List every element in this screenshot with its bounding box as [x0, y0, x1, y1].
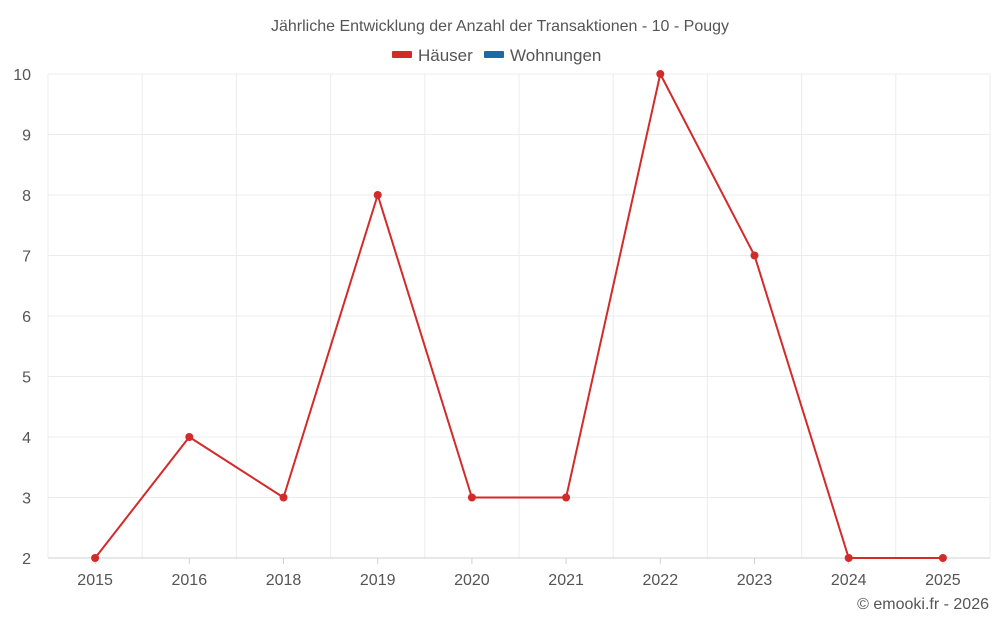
x-tick-label: 2024: [831, 572, 867, 589]
legend-item-haeuser[interactable]: Häuser: [392, 46, 473, 65]
credit-text: © emooki.fr - 2026: [857, 596, 989, 613]
data-point[interactable]: [844, 554, 853, 562]
series-haeuser: [91, 70, 947, 562]
x-axis: 2015 2016 2018 2019 2020 2021 2022 2023 2024 2025: [48, 557, 990, 589]
data-point[interactable]: [185, 433, 194, 441]
y-tick-label: 8: [22, 188, 31, 205]
x-tick-label: 2019: [360, 572, 396, 589]
legend-item-wohnungen[interactable]: Wohnungen: [484, 46, 601, 65]
series-line: [94, 73, 943, 559]
y-tick-label: 2: [22, 551, 31, 568]
x-tick-label: 2025: [925, 572, 961, 589]
data-point[interactable]: [91, 554, 100, 562]
y-tick-label: 7: [22, 249, 31, 266]
data-point[interactable]: [373, 191, 382, 199]
data-point[interactable]: [656, 70, 665, 78]
data-point[interactable]: [938, 554, 947, 562]
x-tick-label: 2015: [77, 572, 113, 589]
x-tick-label: 2022: [643, 572, 679, 589]
grid: [47, 73, 991, 559]
data-point[interactable]: [467, 493, 476, 502]
y-tick-label: 5: [22, 370, 31, 387]
y-tick-label: 10: [13, 67, 31, 84]
legend-label-wohnungen: Wohnungen: [510, 46, 601, 65]
x-tick-label: 2018: [266, 572, 302, 589]
data-point[interactable]: [279, 493, 288, 502]
legend-label-haeuser: Häuser: [418, 46, 473, 65]
y-tick-label: 6: [22, 309, 31, 326]
legend: Häuser Wohnungen: [392, 46, 601, 65]
y-tick-label: 9: [22, 128, 31, 145]
x-tick-label: 2020: [454, 572, 490, 589]
chart-title: Jährliche Entwicklung der Anzahl der Tra…: [271, 18, 729, 35]
y-tick-label: 4: [22, 430, 31, 447]
data-point[interactable]: [562, 493, 571, 502]
y-axis: 2 3 4 5 6 7 8 9 10: [13, 67, 31, 568]
legend-swatch-haeuser: [392, 51, 412, 58]
y-tick-label: 3: [22, 491, 31, 508]
x-tick-label: 2016: [172, 572, 208, 589]
x-tick-label: 2023: [737, 572, 773, 589]
x-tick-label: 2021: [548, 572, 584, 589]
legend-swatch-wohnungen: [484, 51, 504, 58]
data-point[interactable]: [750, 251, 759, 260]
